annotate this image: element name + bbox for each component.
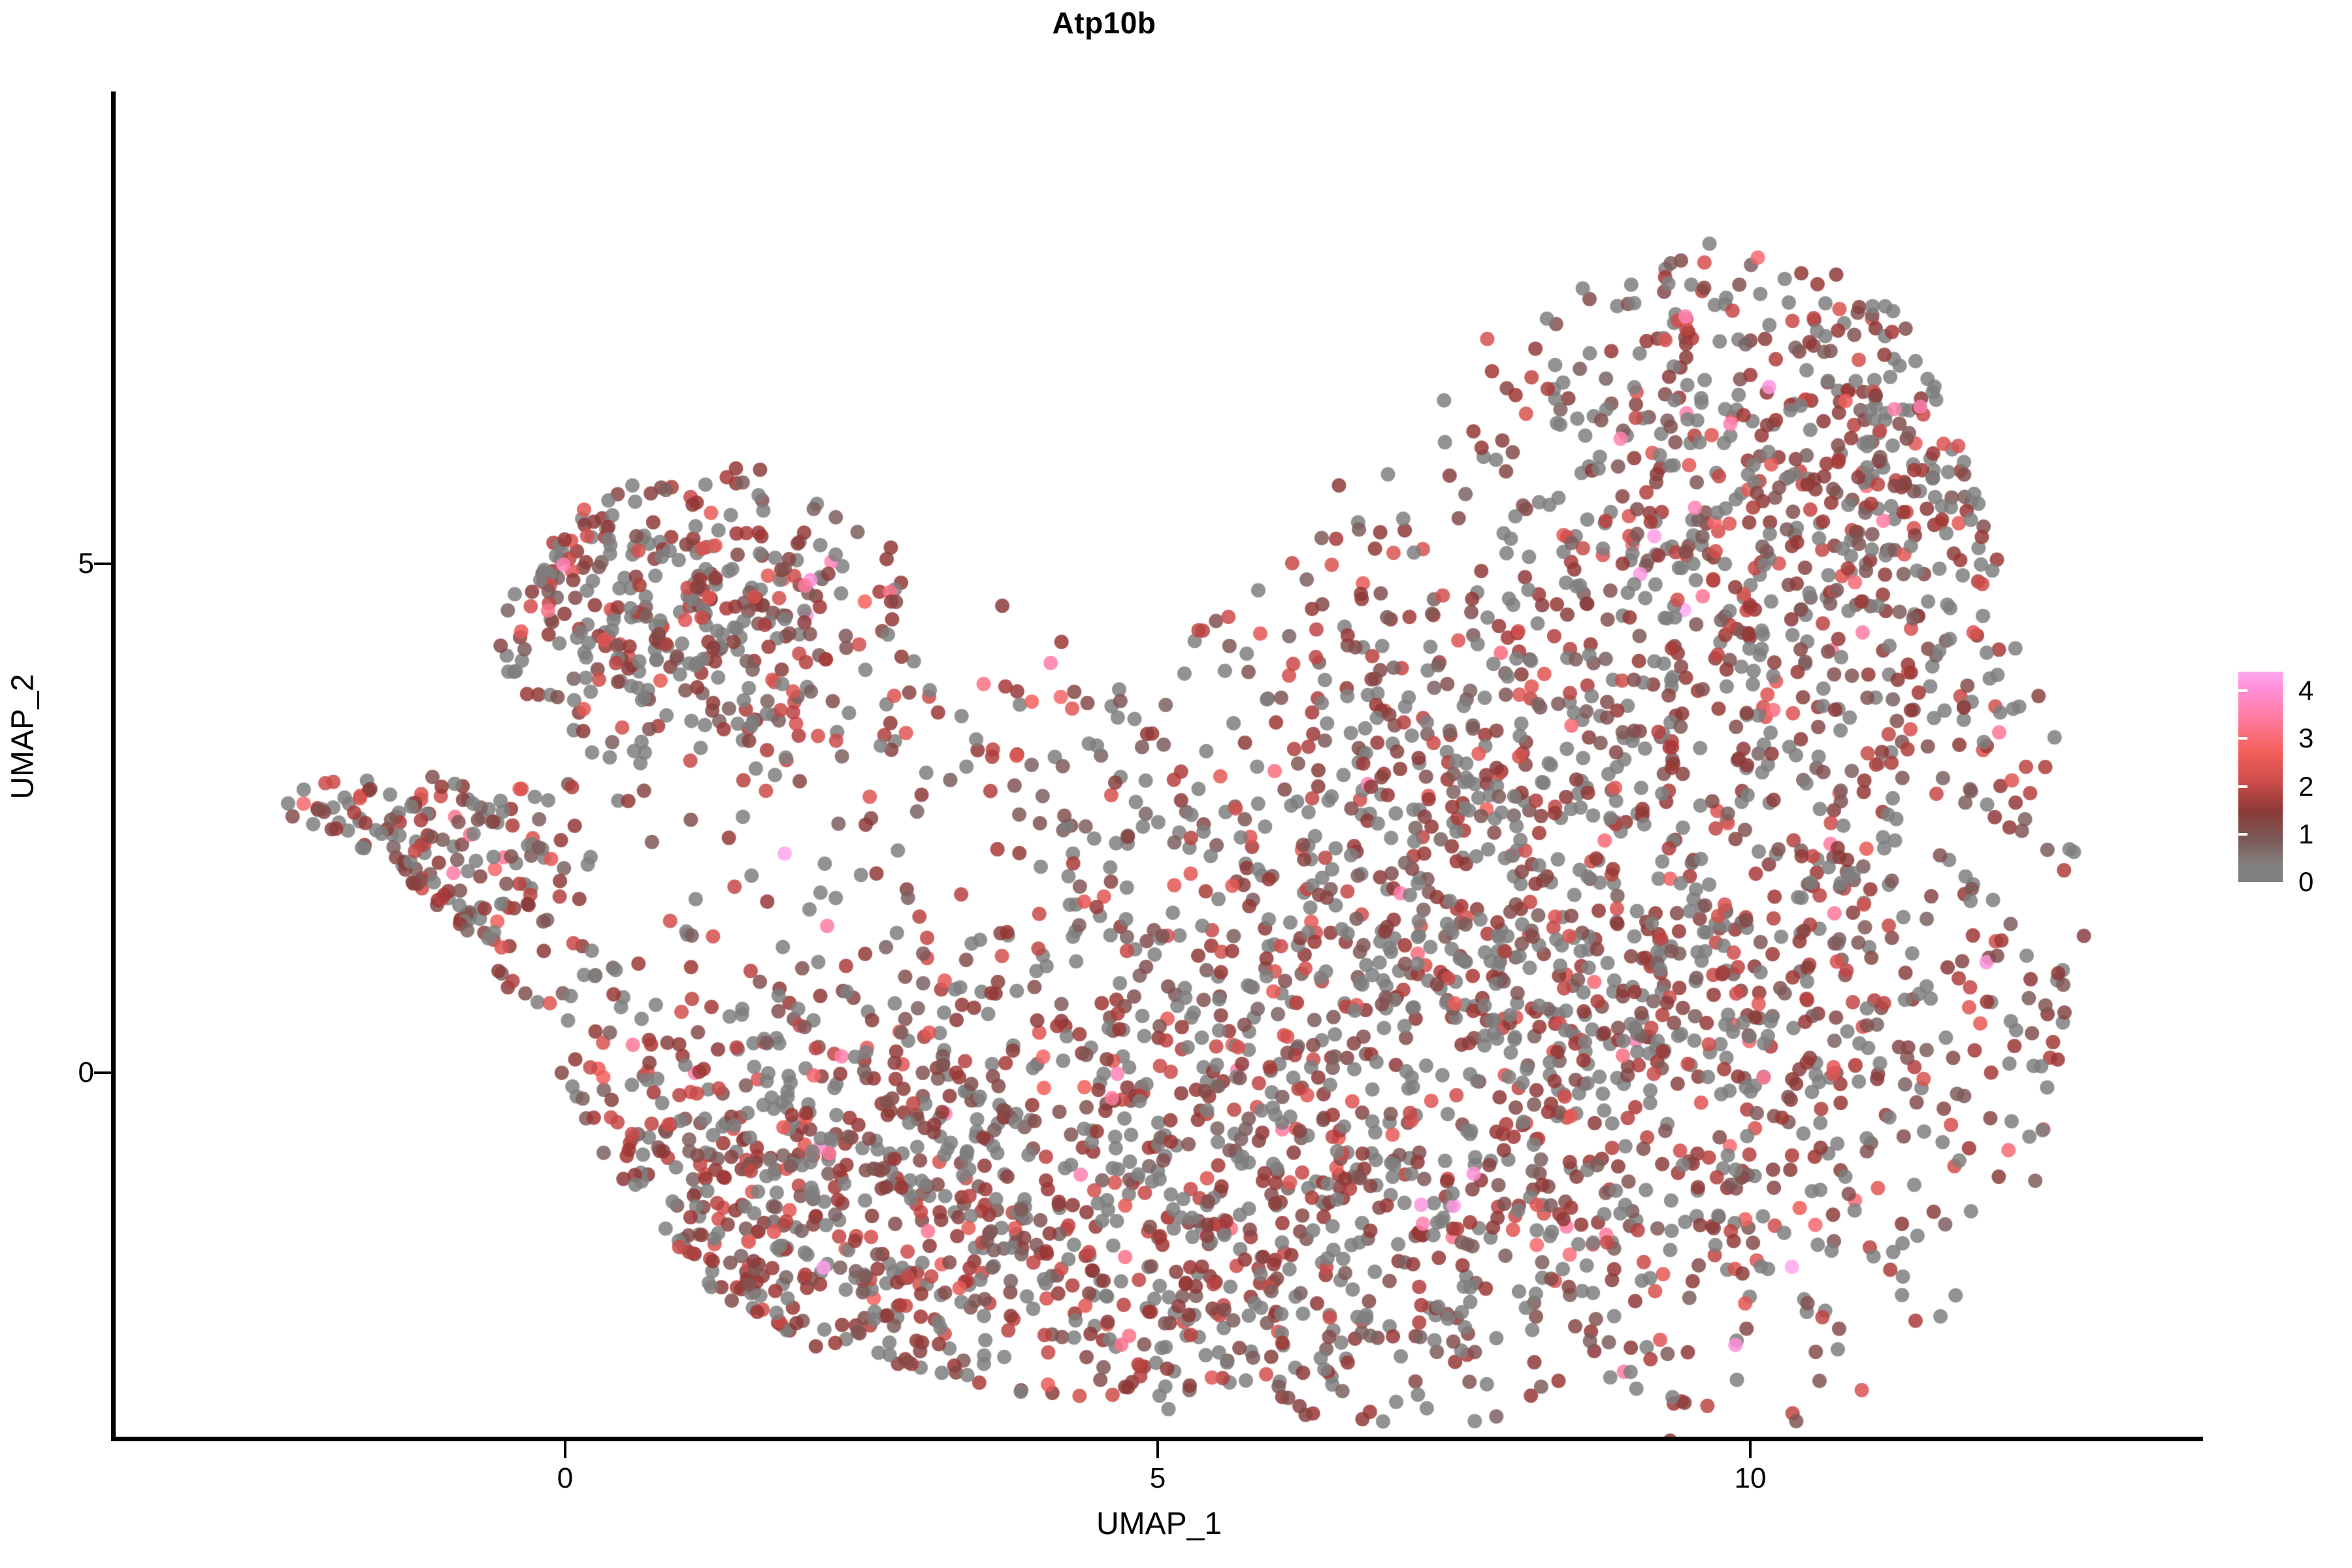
y-tick-mark — [94, 1071, 111, 1074]
y-tick-label: 0 — [78, 1056, 94, 1088]
x-axis-title: UMAP_1 — [1096, 1507, 1222, 1541]
legend-tick-mark — [2238, 785, 2247, 788]
legend-tick-mark — [2327, 832, 2336, 836]
plot-panel — [115, 91, 2203, 1439]
y-tick-mark — [94, 563, 111, 565]
x-tick-mark — [564, 1441, 566, 1458]
legend-colorbar — [2238, 672, 2283, 882]
legend-tick-mark — [2238, 832, 2247, 836]
x-axis-line — [111, 1437, 2203, 1441]
legend-tick-mark — [2327, 785, 2336, 788]
x-tick-label: 0 — [557, 1462, 574, 1494]
legend-label: 4 — [2298, 675, 2314, 706]
x-tick-mark — [1156, 1441, 1159, 1458]
y-axis-title: UMAP_2 — [5, 674, 41, 800]
legend: 4 3 2 1 0 — [2238, 672, 2336, 897]
x-tick-mark — [1749, 1441, 1752, 1458]
legend-label: 3 — [2298, 723, 2314, 754]
legend-tick-mark — [2327, 689, 2336, 693]
y-tick-label: 5 — [78, 547, 94, 580]
legend-label: 1 — [2298, 818, 2314, 849]
legend-label: 2 — [2298, 770, 2314, 802]
legend-label: 0 — [2298, 866, 2314, 897]
scatter-plot-canvas — [115, 91, 2203, 1439]
legend-tick-mark — [2327, 737, 2336, 740]
x-tick-label: 5 — [1149, 1462, 1166, 1494]
legend-tick-mark — [2238, 689, 2247, 693]
legend-tick-mark — [2238, 737, 2247, 740]
page-title: Atp10b — [1052, 6, 1156, 40]
y-axis-line — [111, 91, 116, 1441]
x-tick-label: 10 — [1734, 1462, 1767, 1494]
